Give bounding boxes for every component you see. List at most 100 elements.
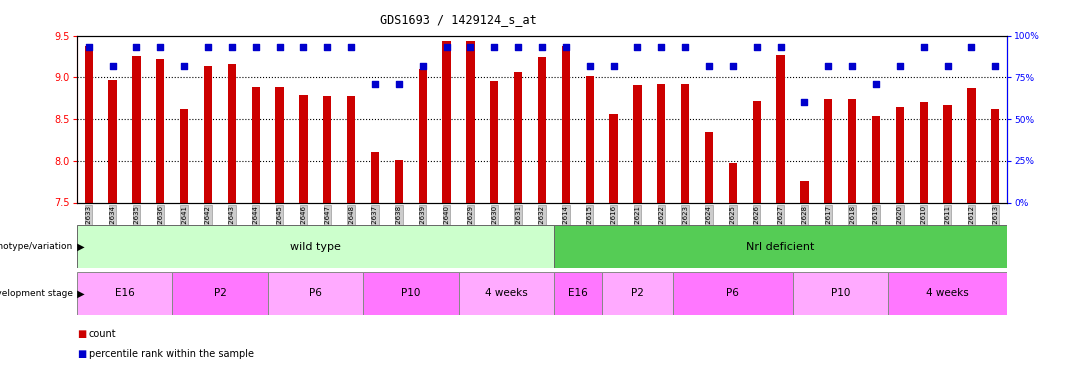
Point bbox=[248, 44, 265, 50]
Point bbox=[510, 44, 527, 50]
Point bbox=[271, 44, 288, 50]
Text: P6: P6 bbox=[309, 288, 322, 298]
Point bbox=[891, 63, 908, 69]
Point bbox=[534, 44, 551, 50]
Text: 4 weeks: 4 weeks bbox=[484, 288, 527, 298]
Point bbox=[987, 63, 1004, 69]
Bar bbox=[609, 114, 618, 202]
Bar bbox=[943, 105, 952, 202]
Bar bbox=[172, 272, 268, 315]
Point bbox=[366, 81, 383, 87]
Bar bbox=[777, 55, 785, 202]
Point bbox=[128, 44, 145, 50]
Bar bbox=[459, 272, 554, 315]
Point bbox=[294, 44, 312, 50]
Bar bbox=[888, 272, 1007, 315]
Point bbox=[200, 44, 217, 50]
Point bbox=[819, 63, 837, 69]
Point bbox=[605, 63, 622, 69]
Point bbox=[223, 44, 240, 50]
Bar bbox=[657, 84, 666, 203]
Bar bbox=[275, 87, 284, 202]
Point bbox=[485, 44, 503, 50]
Text: genotype/variation: genotype/variation bbox=[0, 242, 73, 251]
Bar bbox=[920, 102, 928, 202]
Bar bbox=[490, 81, 498, 203]
Bar bbox=[538, 57, 546, 202]
Bar bbox=[204, 66, 212, 203]
Bar bbox=[109, 80, 116, 203]
Text: E16: E16 bbox=[114, 288, 134, 298]
Point bbox=[796, 99, 813, 105]
Point bbox=[582, 63, 599, 69]
Bar bbox=[252, 87, 260, 202]
Bar bbox=[132, 57, 141, 202]
Point bbox=[844, 63, 861, 69]
Bar bbox=[554, 272, 602, 315]
Point bbox=[653, 44, 670, 50]
Point bbox=[319, 44, 336, 50]
Bar bbox=[227, 64, 236, 202]
Point bbox=[439, 44, 456, 50]
Bar bbox=[561, 46, 570, 203]
Bar bbox=[824, 99, 832, 202]
Text: E16: E16 bbox=[568, 288, 588, 298]
Bar bbox=[418, 69, 427, 203]
Bar bbox=[634, 85, 641, 203]
Point bbox=[748, 44, 765, 50]
Bar bbox=[347, 96, 355, 202]
Bar bbox=[968, 88, 975, 202]
Bar bbox=[323, 96, 332, 202]
Bar bbox=[705, 132, 713, 203]
Bar bbox=[371, 152, 379, 202]
Text: wild type: wild type bbox=[290, 242, 340, 252]
Bar bbox=[895, 106, 904, 202]
Point bbox=[628, 44, 646, 50]
Point bbox=[414, 63, 431, 69]
Bar bbox=[729, 163, 737, 202]
Bar bbox=[268, 272, 363, 315]
Bar bbox=[793, 272, 888, 315]
Text: GDS1693 / 1429124_s_at: GDS1693 / 1429124_s_at bbox=[381, 13, 537, 26]
Point bbox=[176, 63, 193, 69]
Bar bbox=[602, 272, 673, 315]
Bar bbox=[848, 99, 857, 202]
Text: ▶: ▶ bbox=[74, 242, 84, 252]
Text: P2: P2 bbox=[213, 288, 226, 298]
Bar bbox=[586, 76, 594, 202]
Point bbox=[391, 81, 408, 87]
Bar bbox=[156, 59, 164, 202]
Text: Nrl deficient: Nrl deficient bbox=[747, 242, 815, 252]
Point bbox=[962, 44, 980, 50]
Text: P6: P6 bbox=[727, 288, 739, 298]
Bar bbox=[872, 116, 880, 202]
Bar bbox=[554, 225, 1007, 268]
Text: P2: P2 bbox=[631, 288, 643, 298]
Point bbox=[773, 44, 790, 50]
Text: P10: P10 bbox=[401, 288, 420, 298]
Text: P10: P10 bbox=[830, 288, 850, 298]
Text: percentile rank within the sample: percentile rank within the sample bbox=[89, 350, 254, 359]
Text: ■: ■ bbox=[77, 350, 86, 359]
Bar bbox=[180, 109, 189, 202]
Bar bbox=[395, 160, 403, 202]
Bar bbox=[363, 272, 459, 315]
Bar bbox=[673, 272, 793, 315]
Point bbox=[557, 44, 574, 50]
Point bbox=[676, 44, 694, 50]
Bar bbox=[466, 40, 475, 203]
Point bbox=[152, 44, 169, 50]
Text: development stage: development stage bbox=[0, 289, 73, 298]
Bar bbox=[77, 225, 554, 268]
Bar bbox=[84, 46, 93, 203]
Point bbox=[939, 63, 956, 69]
Text: ■: ■ bbox=[77, 329, 86, 339]
Text: count: count bbox=[89, 329, 116, 339]
Bar bbox=[514, 72, 523, 202]
Text: ▶: ▶ bbox=[74, 288, 84, 298]
Bar bbox=[800, 181, 809, 203]
Bar bbox=[752, 101, 761, 202]
Point bbox=[80, 44, 97, 50]
Point bbox=[105, 63, 122, 69]
Point bbox=[724, 63, 742, 69]
